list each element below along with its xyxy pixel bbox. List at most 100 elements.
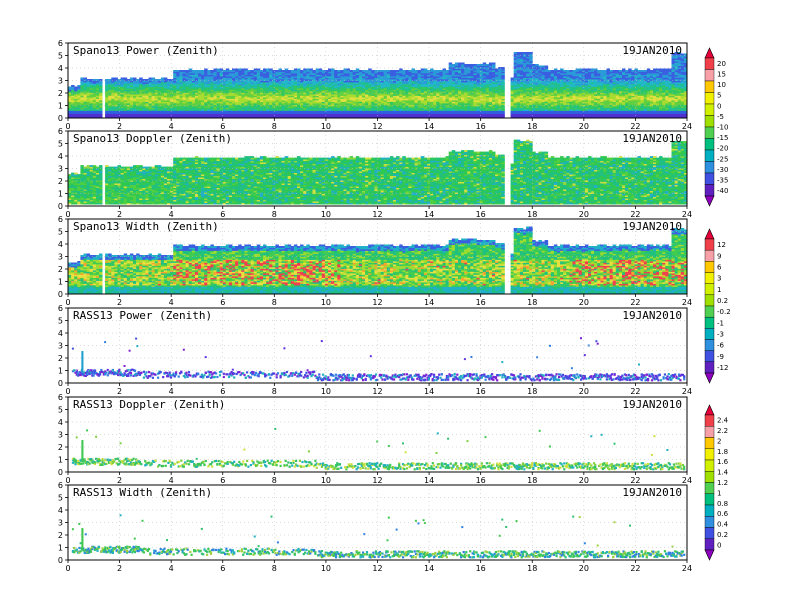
heatmap-cell [470, 76, 474, 78]
heatmap-cell [213, 94, 217, 96]
heatmap-cell [300, 79, 304, 81]
heatmap-cell [380, 106, 385, 108]
heatmap-cell [303, 110, 307, 113]
heatmap-cell [281, 86, 286, 89]
heatmap-cell [210, 71, 214, 74]
heatmap-cell [411, 112, 415, 114]
heatmap-cell [340, 100, 344, 102]
heatmap-cell [297, 79, 301, 81]
heatmap-cell [396, 112, 400, 114]
heatmap-cell [430, 89, 434, 92]
heatmap-cell [405, 116, 409, 119]
heatmap-cell [216, 100, 221, 102]
heatmap-cell [393, 79, 397, 81]
heatmap-cell [207, 104, 211, 107]
heatmap-cell [269, 109, 273, 111]
heatmap-cell [269, 110, 273, 113]
heatmap-cell [86, 79, 91, 81]
heatmap-cell [328, 73, 332, 75]
heatmap-cell [213, 113, 217, 116]
heatmap-cell [216, 107, 221, 110]
heatmap-cell [263, 73, 267, 75]
heatmap-cell [377, 107, 381, 110]
heatmap-cell [148, 115, 152, 117]
heatmap-cell [201, 106, 205, 108]
heatmap-cell [346, 116, 350, 119]
heatmap-cell [210, 70, 214, 72]
heatmap-cell [235, 68, 239, 71]
heatmap-cell [92, 97, 97, 99]
heatmap-cell [154, 100, 159, 102]
heatmap-cell [154, 106, 159, 108]
heatmap-cell [207, 107, 211, 110]
heatmap-cell [167, 82, 171, 84]
heatmap-cell [287, 91, 292, 93]
heatmap-cell [185, 95, 190, 98]
heatmap-cell [293, 106, 298, 108]
heatmap-cell [263, 86, 267, 89]
heatmap-cell [151, 97, 156, 99]
heatmap-cell [346, 103, 350, 105]
heatmap-cell [210, 79, 214, 81]
heatmap-cell [454, 86, 459, 89]
heatmap-cell [179, 88, 183, 90]
heatmap-cell [108, 112, 112, 114]
heatmap-cell [259, 86, 264, 89]
heatmap-cell [337, 74, 341, 77]
heatmap-cell [232, 68, 236, 71]
heatmap-cell [235, 112, 239, 114]
heatmap-cell [253, 95, 258, 98]
heatmap-cell [393, 104, 397, 107]
heatmap-cell [157, 80, 162, 83]
heatmap-cell [136, 91, 140, 93]
heatmap-cell [368, 71, 372, 74]
heatmap-cell [399, 76, 403, 78]
heatmap-cell [250, 91, 255, 93]
heatmap-cell [201, 91, 205, 93]
heatmap-cell [389, 73, 394, 75]
heatmap-cell [355, 88, 360, 90]
heatmap-cell [83, 82, 87, 84]
heatmap-cell [154, 95, 159, 98]
heatmap-cell [371, 98, 375, 101]
heatmap-cell [182, 103, 186, 105]
heatmap-cell [300, 100, 304, 102]
heatmap-cell [374, 71, 378, 74]
heatmap-cell [216, 79, 221, 81]
heatmap-cell [352, 89, 357, 92]
heatmap-cell [380, 73, 385, 75]
heatmap-cell [225, 76, 230, 78]
heatmap-cell [256, 101, 261, 104]
heatmap-cell [328, 76, 332, 78]
heatmap-cell [340, 85, 344, 87]
heatmap-cell [77, 89, 81, 92]
heatmap-cell [129, 94, 134, 96]
heatmap-cell [380, 95, 385, 98]
heatmap-cell [188, 88, 193, 90]
heatmap-cell [278, 103, 282, 105]
heatmap-cell [355, 82, 360, 84]
heatmap-cell [83, 103, 87, 105]
heatmap-cell [362, 79, 366, 81]
heatmap-cell [120, 103, 125, 105]
heatmap-cell [386, 89, 391, 92]
heatmap-cell [377, 92, 381, 95]
heatmap-cell [436, 73, 440, 75]
heatmap-cell [461, 113, 465, 116]
heatmap-cell [417, 95, 422, 98]
heatmap-cell [433, 94, 437, 96]
heatmap-cell [272, 73, 276, 75]
heatmap-cell [157, 110, 162, 113]
heatmap-cell [439, 89, 443, 92]
heatmap-cell [77, 116, 81, 119]
heatmap-cell [151, 112, 156, 114]
heatmap-cell [389, 71, 394, 74]
heatmap-cell [259, 107, 264, 110]
heatmap-cell [275, 104, 279, 107]
heatmap-cell [173, 89, 177, 92]
heatmap-cell [241, 74, 245, 77]
heatmap-cell [126, 85, 131, 87]
heatmap-cell [476, 79, 480, 81]
heatmap-cell [442, 103, 446, 105]
heatmap-cell [383, 116, 388, 119]
